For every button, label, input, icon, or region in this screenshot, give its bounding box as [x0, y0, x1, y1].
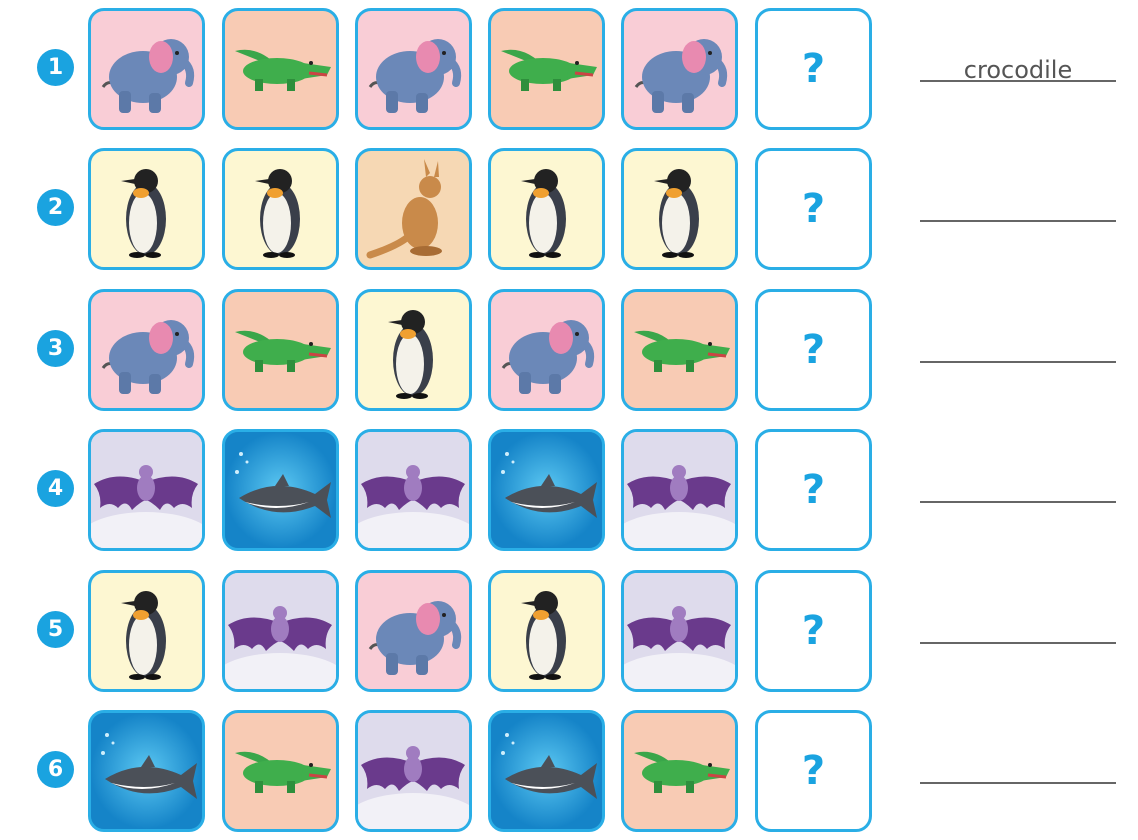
penguin-card — [621, 148, 738, 271]
row-number-badge: 2 — [37, 189, 74, 227]
bat-card — [621, 569, 738, 692]
penguin-icon — [121, 590, 166, 680]
elephant-card — [88, 8, 205, 130]
row-number-badge: 5 — [37, 610, 74, 648]
shark-icon — [491, 713, 602, 829]
answer-line — [920, 220, 1116, 223]
pattern-row: 5? — [0, 568, 1138, 692]
penguin-icon — [255, 169, 300, 259]
bat-icon — [624, 432, 735, 549]
question-card: ? — [755, 569, 872, 692]
elephant-card — [88, 288, 205, 411]
bat-icon — [358, 713, 469, 829]
question-card: ? — [755, 710, 872, 832]
bat-icon — [358, 432, 469, 549]
pattern-row: 2? — [0, 146, 1138, 271]
bat-card — [621, 429, 738, 552]
penguin-card — [222, 148, 339, 271]
question-card: ? — [755, 148, 872, 271]
answer-field[interactable]: crocodile — [963, 56, 1073, 84]
shark-card — [222, 429, 339, 552]
question-card: ? — [755, 429, 872, 552]
penguin-icon — [388, 309, 433, 399]
bat-card — [355, 429, 472, 552]
answer-line — [920, 782, 1116, 784]
pattern-row: 3? — [0, 287, 1138, 411]
crocodile-icon — [634, 330, 730, 372]
elephant-icon — [368, 600, 462, 675]
crocodile-icon — [235, 49, 331, 91]
answer-line — [920, 501, 1116, 504]
bat-icon — [225, 572, 336, 689]
crocodile-card — [222, 8, 339, 130]
penguin-icon — [521, 590, 566, 680]
elephant-icon — [101, 319, 195, 394]
bat-card — [222, 569, 339, 692]
penguin-card — [488, 569, 605, 692]
row-number-badge: 4 — [37, 470, 74, 508]
question-card: ? — [755, 8, 872, 130]
elephant-icon — [368, 39, 462, 113]
answer-line — [920, 641, 1116, 644]
penguin-icon — [521, 169, 566, 259]
pattern-row: 6? — [0, 708, 1138, 832]
penguin-card — [488, 148, 605, 271]
bat-card — [88, 429, 205, 552]
penguin-card — [88, 569, 205, 692]
elephant-icon — [634, 39, 728, 113]
pattern-row: 4? — [0, 427, 1138, 552]
elephant-card — [355, 569, 472, 692]
kangaroo-icon — [366, 159, 442, 259]
kangaroo-card — [355, 148, 472, 271]
penguin-card — [355, 288, 472, 411]
crocodile-card — [222, 288, 339, 411]
bat-icon — [91, 432, 202, 549]
shark-icon — [491, 432, 602, 549]
crocodile-card — [488, 8, 605, 130]
answer-line — [920, 80, 1116, 82]
shark-card — [88, 710, 205, 832]
elephant-card — [488, 288, 605, 411]
shark-icon — [91, 713, 202, 829]
penguin-icon — [121, 169, 166, 259]
crocodile-icon — [235, 751, 331, 793]
crocodile-icon — [501, 49, 597, 91]
row-number-badge: 3 — [37, 329, 74, 367]
shark-icon — [225, 432, 336, 549]
row-number-badge: 6 — [37, 751, 74, 788]
crocodile-card — [222, 710, 339, 832]
pattern-row: 1? crocodile — [0, 6, 1138, 130]
answer-line — [920, 360, 1116, 363]
elephant-icon — [501, 319, 595, 394]
bat-card — [355, 710, 472, 832]
shark-card — [488, 429, 605, 552]
elephant-icon — [101, 39, 195, 113]
crocodile-icon — [235, 330, 331, 372]
crocodile-card — [621, 710, 738, 832]
shark-card — [488, 710, 605, 832]
crocodile-icon — [634, 751, 730, 793]
question-card: ? — [755, 288, 872, 411]
penguin-icon — [654, 169, 699, 259]
elephant-card — [355, 8, 472, 130]
crocodile-card — [621, 288, 738, 411]
bat-icon — [624, 572, 735, 689]
penguin-card — [88, 148, 205, 271]
row-number-badge: 1 — [37, 49, 74, 86]
elephant-card — [621, 8, 738, 130]
